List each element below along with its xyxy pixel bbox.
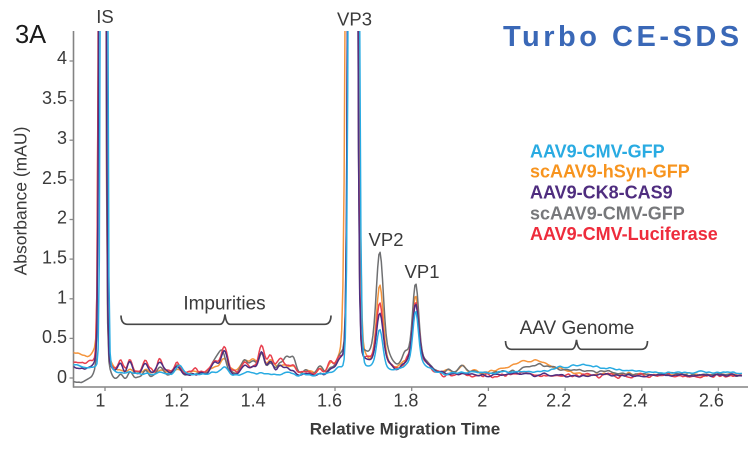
svg-text:AAV9-CMV-GFP: AAV9-CMV-GFP: [530, 142, 665, 162]
svg-text:2.5: 2.5: [42, 168, 67, 188]
svg-text:0: 0: [57, 367, 67, 387]
svg-text:1.5: 1.5: [42, 247, 67, 267]
svg-text:Absorbance (mAU): Absorbance (mAU): [11, 127, 31, 276]
svg-text:AAV9-CK8-CAS9: AAV9-CK8-CAS9: [530, 183, 673, 203]
svg-text:1.8: 1.8: [393, 391, 418, 411]
svg-text:1: 1: [57, 287, 67, 307]
svg-text:Turbo CE-SDS: Turbo CE-SDS: [503, 21, 743, 53]
svg-text:1.2: 1.2: [164, 391, 189, 411]
svg-text:3: 3: [57, 128, 67, 148]
svg-text:2.2: 2.2: [546, 391, 571, 411]
svg-text:Impurities: Impurities: [183, 294, 265, 315]
svg-text:0.5: 0.5: [42, 327, 67, 347]
svg-text:1: 1: [95, 391, 105, 411]
svg-text:2: 2: [57, 208, 67, 228]
svg-text:AAV Genome: AAV Genome: [520, 318, 635, 339]
svg-text:3A: 3A: [15, 21, 46, 49]
svg-text:2.4: 2.4: [623, 391, 648, 411]
svg-text:3.5: 3.5: [42, 88, 67, 108]
svg-text:2: 2: [477, 391, 487, 411]
svg-text:2.6: 2.6: [699, 391, 724, 411]
svg-text:IS: IS: [96, 6, 113, 27]
svg-text:1.6: 1.6: [317, 391, 342, 411]
svg-text:VP1: VP1: [405, 261, 440, 282]
svg-text:VP2: VP2: [369, 229, 404, 250]
svg-text:VP3: VP3: [337, 9, 372, 30]
svg-text:Relative Migration Time: Relative Migration Time: [310, 420, 501, 439]
svg-text:1.4: 1.4: [241, 391, 266, 411]
svg-text:4: 4: [57, 48, 67, 68]
svg-text:scAAV9-CMV-GFP: scAAV9-CMV-GFP: [530, 204, 685, 224]
svg-text:AAV9-CMV-Luciferase: AAV9-CMV-Luciferase: [530, 224, 718, 244]
svg-text:scAAV9-hSyn-GFP: scAAV9-hSyn-GFP: [530, 162, 690, 182]
